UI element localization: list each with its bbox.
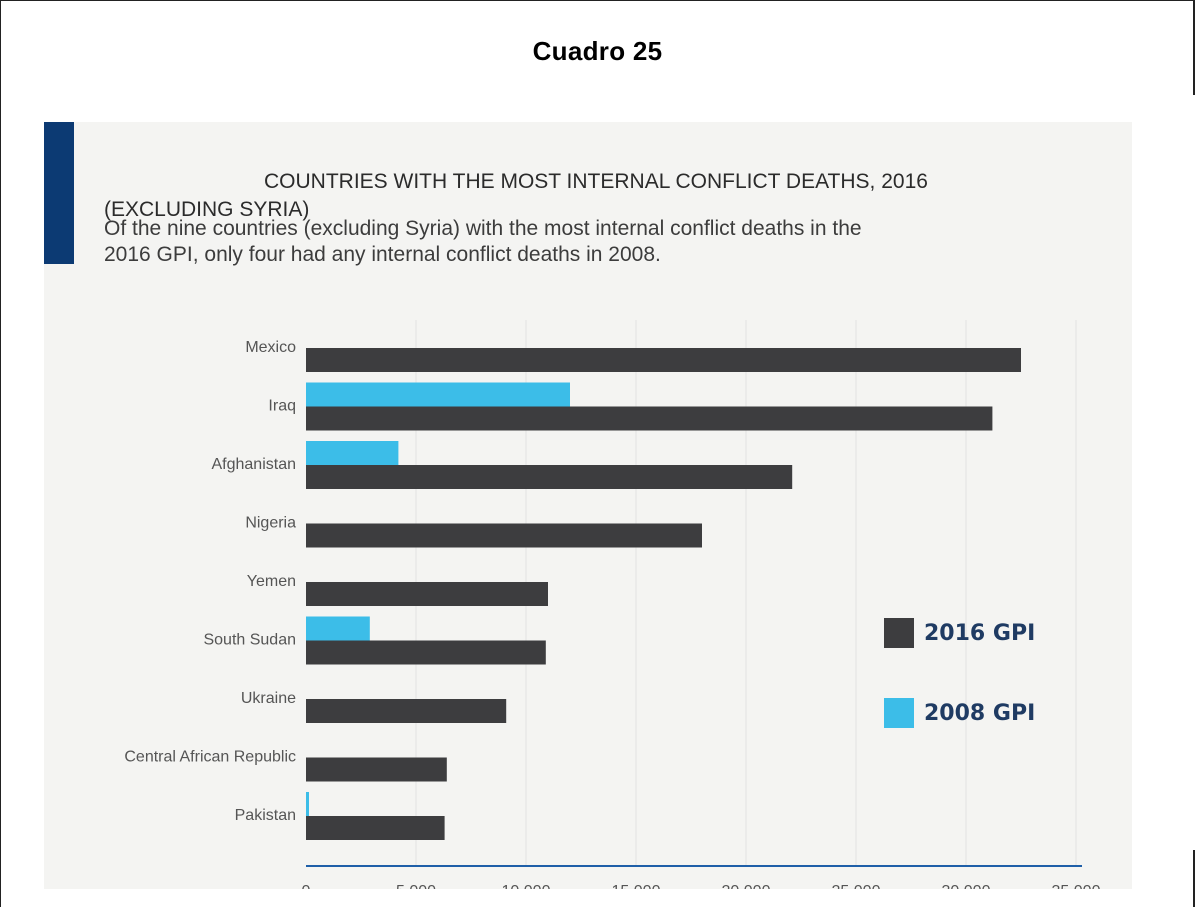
bar-2016-yemen	[306, 582, 548, 606]
bar-2016-afghanistan	[306, 465, 793, 489]
x-tick-label: 15,000	[612, 883, 661, 889]
bar-2016-pakistan	[306, 816, 445, 840]
bar-2016-central-african-republic	[306, 757, 447, 782]
category-label: South Sudan	[203, 632, 296, 649]
category-label: Yemen	[247, 573, 296, 590]
bar-2008-afghanistan	[306, 441, 399, 465]
bar-2016-south-sudan	[306, 640, 546, 665]
category-label: Afghanistan	[211, 456, 296, 473]
x-tick-label: 5,000	[396, 883, 436, 889]
x-tick-label: 20,000	[722, 883, 771, 889]
legend-item-2016: 2016 GPI	[884, 618, 1035, 648]
bar-2008-iraq	[306, 382, 570, 407]
bar-2008-south-sudan	[306, 616, 370, 641]
category-label: Pakistan	[235, 807, 296, 824]
chart-panel	[44, 122, 1132, 889]
chart-subtitle-line1: Of the nine countries (excluding Syria) …	[104, 217, 862, 240]
bar-2016-mexico	[306, 348, 1021, 372]
category-label: Ukraine	[241, 690, 296, 707]
bar-2016-iraq	[306, 406, 993, 431]
category-label: Central African Republic	[124, 749, 296, 766]
page-title: Cuadro 25	[532, 36, 663, 66]
frame-edge	[1193, 850, 1195, 907]
panel-accent-bar	[44, 122, 74, 264]
chart-title-line2: (EXCLUDING SYRIA)	[104, 198, 310, 221]
chart-subtitle-line2: 2016 GPI, only four had any internal con…	[104, 243, 661, 266]
legend-label-2016: 2016 GPI	[924, 620, 1036, 646]
x-tick-label: 30,000	[942, 883, 991, 889]
legend-swatch-2008	[884, 698, 914, 728]
x-tick-label: 0	[302, 883, 311, 889]
bar-chart: 0 5,000 10,000 15,000 20,000 25,000 30,000 35,0…	[124, 320, 1101, 889]
category-label: Mexico	[245, 339, 296, 356]
legend-item-2008: 2008 GPI	[884, 698, 1035, 728]
category-label: Nigeria	[245, 515, 296, 532]
x-tick-label: 10,000	[502, 883, 551, 889]
bar-2016-ukraine	[306, 699, 507, 723]
legend-label-2008: 2008 GPI	[924, 700, 1036, 726]
category-label: Iraq	[268, 398, 296, 415]
bar-2008-pakistan	[306, 792, 309, 816]
x-tick-label: 25,000	[832, 883, 881, 889]
legend-swatch-2016	[884, 618, 914, 648]
chart-title: COUNTRIES WITH THE MOST INTERNAL CONFLIC…	[104, 168, 1104, 224]
bar-2016-nigeria	[306, 523, 702, 548]
x-tick-label: 35,000	[1052, 883, 1101, 889]
chart-subtitle: Of the nine countries (excluding Syria) …	[104, 216, 1104, 268]
chart-title-line1: COUNTRIES WITH THE MOST INTERNAL CONFLIC…	[264, 170, 928, 193]
frame-edge	[1193, 0, 1195, 95]
